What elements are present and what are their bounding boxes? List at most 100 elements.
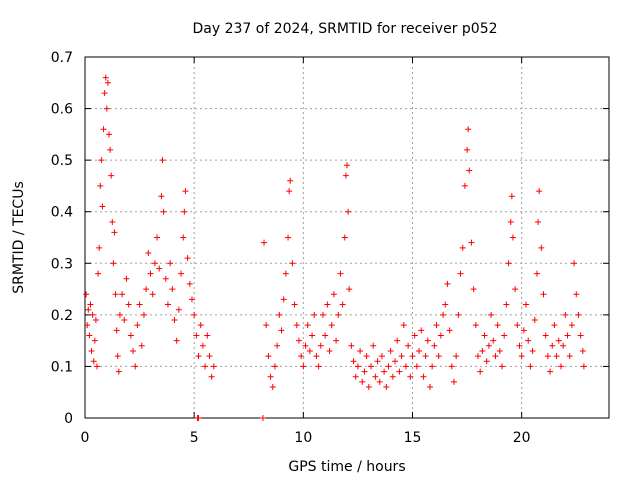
data-point bbox=[465, 126, 472, 133]
data-point bbox=[326, 347, 333, 354]
data-point bbox=[575, 311, 582, 318]
data-point bbox=[514, 322, 521, 329]
data-point bbox=[193, 332, 200, 339]
data-point bbox=[259, 415, 266, 421]
data-point bbox=[394, 337, 401, 344]
data-point bbox=[269, 384, 276, 391]
data-point bbox=[289, 260, 296, 267]
data-point bbox=[306, 347, 313, 354]
data-point bbox=[507, 219, 514, 226]
data-point bbox=[433, 322, 440, 329]
data-point bbox=[337, 270, 344, 277]
data-point bbox=[475, 353, 481, 360]
data-point bbox=[107, 146, 114, 153]
data-point bbox=[108, 172, 115, 179]
data-point bbox=[159, 157, 166, 164]
data-point bbox=[95, 270, 102, 277]
data-point bbox=[134, 322, 141, 329]
data-point bbox=[396, 368, 403, 375]
data-point bbox=[461, 182, 468, 189]
data-point bbox=[274, 342, 281, 349]
data-point bbox=[387, 347, 394, 354]
data-point bbox=[494, 322, 501, 329]
data-point bbox=[557, 363, 564, 370]
data-point bbox=[555, 337, 562, 344]
data-point bbox=[413, 363, 420, 370]
y-tick-label: 0.3 bbox=[51, 256, 73, 272]
data-point bbox=[111, 229, 118, 236]
data-point bbox=[571, 260, 578, 267]
data-point bbox=[505, 260, 512, 267]
data-point bbox=[160, 208, 167, 215]
data-point bbox=[402, 363, 409, 370]
data-point bbox=[127, 332, 134, 339]
data-point bbox=[136, 301, 143, 308]
data-point bbox=[525, 337, 532, 344]
data-point bbox=[483, 358, 490, 365]
data-point bbox=[328, 322, 335, 329]
data-point bbox=[278, 327, 285, 334]
data-point bbox=[261, 239, 268, 246]
y-tick-label: 0 bbox=[64, 411, 73, 427]
data-point bbox=[512, 286, 519, 293]
data-point bbox=[536, 188, 543, 195]
data-point bbox=[363, 353, 370, 360]
data-point bbox=[171, 317, 178, 324]
chart-title: Day 237 of 2024, SRMTID for receiver p05… bbox=[192, 21, 497, 37]
x-tick-label: 5 bbox=[190, 430, 199, 446]
data-point bbox=[562, 311, 569, 318]
data-point bbox=[464, 146, 471, 153]
data-point bbox=[175, 306, 182, 313]
data-point bbox=[116, 311, 123, 318]
data-point bbox=[566, 353, 573, 360]
data-point bbox=[448, 363, 455, 370]
data-point bbox=[444, 280, 451, 287]
data-point bbox=[468, 239, 475, 246]
data-point bbox=[282, 270, 289, 277]
data-point bbox=[376, 378, 383, 385]
data-point bbox=[181, 208, 188, 215]
data-point bbox=[184, 255, 191, 262]
data-point bbox=[485, 342, 492, 349]
data-point bbox=[359, 378, 366, 385]
data-point bbox=[551, 322, 558, 329]
data-point bbox=[113, 327, 120, 334]
data-point bbox=[123, 275, 130, 282]
data-point bbox=[98, 157, 105, 164]
data-point bbox=[104, 79, 111, 86]
data-point bbox=[549, 342, 556, 349]
data-point bbox=[285, 234, 292, 241]
data-point bbox=[354, 363, 361, 370]
data-point bbox=[499, 363, 506, 370]
data-point bbox=[167, 260, 174, 267]
data-point bbox=[368, 363, 375, 370]
data-point bbox=[523, 301, 530, 308]
data-point bbox=[470, 286, 477, 293]
data-point bbox=[91, 337, 98, 344]
data-point bbox=[501, 332, 508, 339]
data-point bbox=[346, 286, 353, 293]
data-point bbox=[121, 317, 128, 324]
data-point bbox=[422, 353, 429, 360]
data-point bbox=[315, 363, 322, 370]
data-point bbox=[197, 322, 204, 329]
data-point bbox=[405, 342, 412, 349]
data-point bbox=[540, 291, 547, 298]
data-point bbox=[579, 347, 586, 354]
data-point bbox=[100, 126, 107, 133]
y-tick-label: 0.5 bbox=[51, 153, 73, 169]
data-point bbox=[151, 260, 158, 267]
data-point bbox=[304, 322, 311, 329]
data-point bbox=[435, 353, 442, 360]
data-point bbox=[199, 342, 206, 349]
data-point bbox=[110, 260, 117, 267]
data-point bbox=[145, 249, 152, 256]
data-point bbox=[348, 342, 355, 349]
data-point bbox=[309, 332, 316, 339]
data-point bbox=[372, 373, 379, 380]
data-point bbox=[516, 342, 523, 349]
data-point bbox=[411, 332, 418, 339]
data-point bbox=[365, 384, 372, 391]
data-point bbox=[263, 322, 270, 329]
